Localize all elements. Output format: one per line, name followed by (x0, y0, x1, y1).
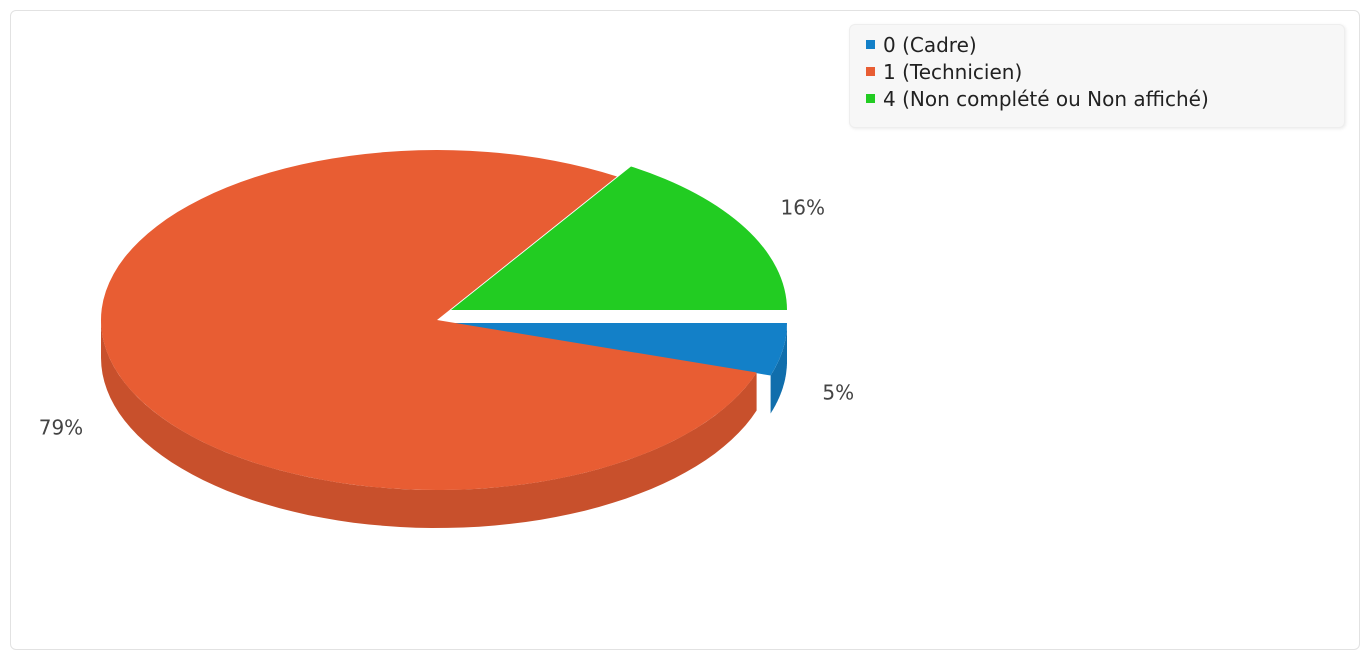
legend-label-cadre: 0 (Cadre) (883, 32, 977, 57)
slice-cadre-side[interactable] (770, 323, 787, 414)
label-cadre: 5% (822, 380, 854, 404)
pie-chart: 5% 79% 16% (39, 150, 854, 528)
legend-swatch-non-complete (866, 94, 875, 103)
slice-non-complete[interactable] (451, 166, 787, 311)
chart-legend: 0 (Cadre) 1 (Technicien) 4 (Non complété… (849, 24, 1345, 128)
slice-technicien[interactable] (100, 150, 757, 491)
legend-swatch-cadre (866, 40, 875, 49)
legend-item-technicien[interactable]: 1 (Technicien) (866, 58, 1330, 85)
legend-swatch-technicien (866, 67, 875, 76)
slice-technicien-side[interactable] (101, 320, 757, 528)
legend-label-technicien: 1 (Technicien) (883, 59, 1023, 84)
legend-label-non-complete: 4 (Non complété ou Non affiché) (883, 86, 1209, 111)
legend-item-cadre[interactable]: 0 (Cadre) (866, 31, 1330, 58)
label-technicien: 79% (39, 416, 83, 440)
legend-item-non-complete[interactable]: 4 (Non complété ou Non affiché) (866, 85, 1330, 112)
label-non-complete: 16% (781, 195, 825, 219)
